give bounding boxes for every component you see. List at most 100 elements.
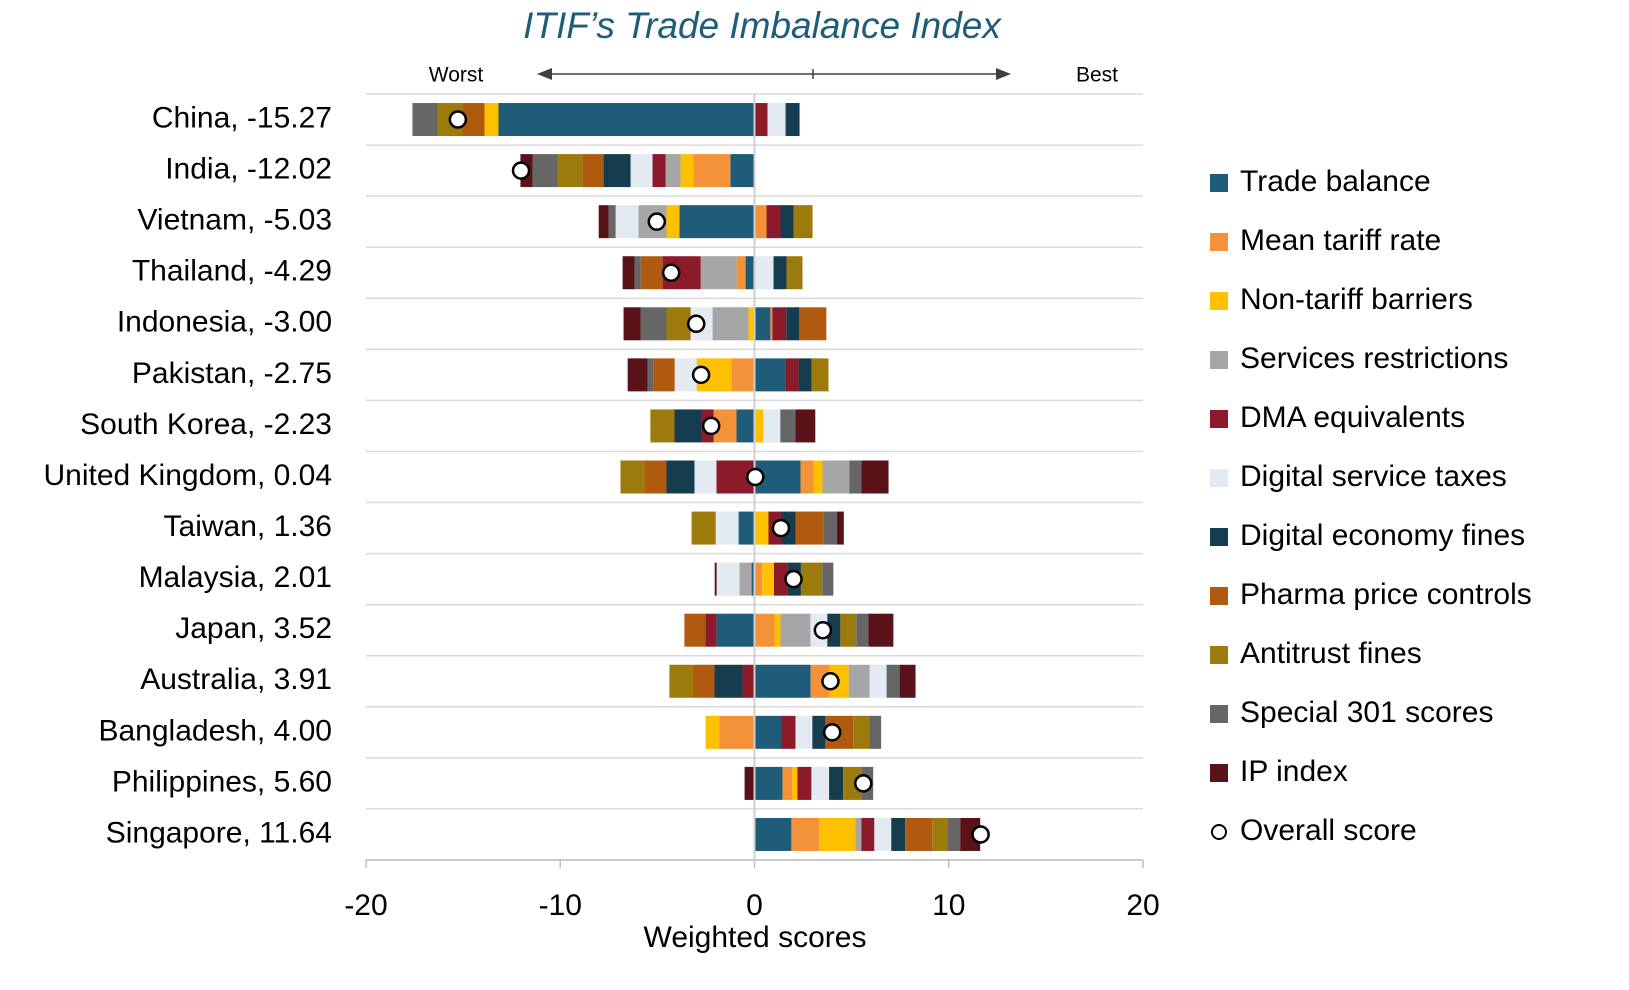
bar-segment (869, 715, 882, 749)
category-label: Philippines, 5.60 (112, 765, 332, 798)
category-label: Thailand, -4.29 (132, 255, 332, 288)
bar-segment (615, 205, 639, 239)
bar-segment (754, 562, 763, 596)
legend-label: Digital economy fines (1240, 519, 1525, 552)
bar-segment (754, 766, 783, 800)
bar-segment (792, 766, 798, 800)
bar-segment (754, 817, 792, 851)
legend-label: IP index (1240, 755, 1348, 788)
bar-segment (786, 307, 800, 341)
bar-segment (754, 103, 768, 137)
x-tick-label: 10 (932, 889, 965, 922)
bar-segment (598, 205, 609, 239)
bar-segment (762, 562, 774, 596)
bar-segment (855, 817, 862, 851)
x-tick-label: -10 (539, 889, 582, 922)
bar-segment (822, 460, 850, 494)
bar-segment (793, 205, 813, 239)
bar-segment (719, 715, 755, 749)
bar-segment (861, 460, 889, 494)
bar-segment (853, 715, 870, 749)
bar-segment (462, 103, 485, 137)
bar-segment (811, 766, 830, 800)
bar-segment (795, 409, 816, 443)
bar-segment (754, 358, 786, 392)
bar-segment (736, 409, 755, 443)
bar-segment (714, 664, 743, 698)
bar-segment (751, 562, 755, 596)
bar-segment (836, 511, 844, 545)
overall-marker (822, 723, 842, 742)
legend-swatch (1210, 351, 1228, 369)
bar-segment (715, 511, 739, 545)
bar-segment (843, 766, 862, 800)
bar-segment (795, 715, 813, 749)
bar-segment (742, 664, 755, 698)
chart-title: ITIF’s Trade Imbalance Index (523, 5, 1002, 46)
bar-segment (772, 307, 787, 341)
x-tick-label: 0 (746, 889, 763, 922)
bar-segment (620, 460, 645, 494)
legend-label: Non-tariff barriers (1240, 283, 1473, 316)
bar-segment (791, 817, 820, 851)
bar-segment (640, 256, 663, 290)
bar-segment (780, 205, 794, 239)
bar-segment (630, 154, 653, 188)
overall-marker (821, 672, 840, 691)
bar-segment (766, 205, 781, 239)
bar-segment (705, 613, 717, 647)
legend-label: Antitrust fines (1240, 637, 1422, 670)
bar-segment (691, 511, 716, 545)
bar-segment (827, 613, 841, 647)
bar-segment (932, 817, 948, 851)
bar-segment (829, 766, 844, 800)
bar-segment (785, 103, 800, 137)
bar-segment (849, 460, 862, 494)
overall-marker (691, 365, 711, 385)
bar-segment (780, 613, 811, 647)
legend-swatch (1210, 587, 1228, 605)
category-label: Vietnam, -5.03 (137, 204, 332, 237)
bar-segment (797, 766, 812, 800)
bar-segment (785, 358, 799, 392)
x-tick-label: 20 (1126, 889, 1159, 922)
overall-marker (854, 774, 873, 793)
category-label: Indonesia, -3.00 (117, 306, 332, 339)
category-label: Malaysia, 2.01 (139, 561, 332, 594)
bar-segment (669, 664, 694, 698)
bar-segment (622, 256, 635, 290)
bar-segment (716, 613, 755, 647)
bar-segment (713, 409, 737, 443)
bar-segment (666, 205, 680, 239)
bar-segment (874, 817, 892, 851)
legend-swatch (1210, 528, 1228, 546)
bar-segment (823, 511, 837, 545)
bar-segment (780, 409, 796, 443)
overall-marker (746, 467, 765, 487)
bar-segment (770, 307, 773, 341)
bar-segment (861, 817, 875, 851)
legend-label: Mean tariff rate (1240, 224, 1441, 257)
bar-segment (412, 103, 438, 137)
category-label: Singapore, 11.64 (106, 816, 332, 849)
bar-segment (800, 562, 823, 596)
legend-label: Digital service taxes (1240, 460, 1507, 493)
bar-segment (665, 154, 681, 188)
overall-marker (647, 212, 667, 231)
category-label: China, -15.27 (152, 101, 332, 134)
bar-segment (739, 562, 752, 596)
legend-marker (1211, 824, 1227, 840)
bar-segment (640, 307, 667, 341)
legend-label: Services restrictions (1240, 342, 1508, 375)
overall-marker (448, 110, 468, 129)
bar-segment (716, 562, 740, 596)
bar-segment (647, 358, 654, 392)
bar-segment (798, 358, 812, 392)
bar-segment (795, 511, 824, 545)
bar-segment (684, 613, 706, 647)
category-label: Pakistan, -2.75 (132, 357, 332, 390)
category-label: Japan, 3.52 (175, 612, 332, 645)
legend-swatch (1210, 410, 1228, 428)
bar-segment (627, 358, 648, 392)
bar-segment (822, 562, 834, 596)
